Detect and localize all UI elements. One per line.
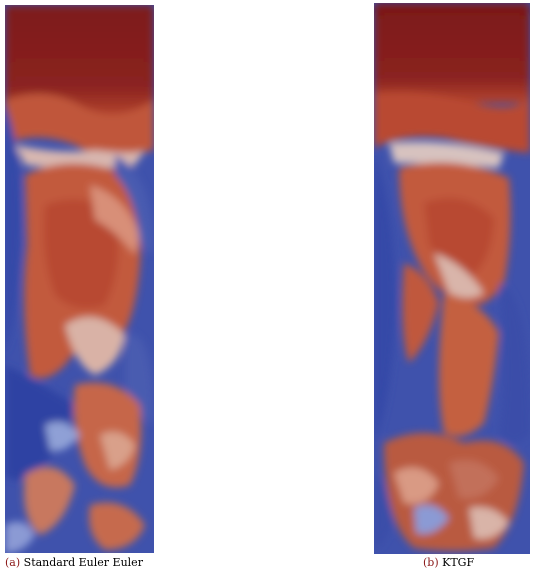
caption-text-b: KTGF <box>442 556 474 569</box>
simulation-panel-standard-euler-euler <box>5 5 154 553</box>
caption-b: (b) KTGF <box>423 556 474 569</box>
volume-fraction-field-a <box>5 5 154 553</box>
volume-fraction-field-b <box>374 3 530 554</box>
caption-text-a: Standard Euler Euler <box>24 556 143 569</box>
caption-a: (a) Standard Euler Euler <box>5 556 143 569</box>
caption-label-a: (a) <box>5 556 20 569</box>
caption-label-b: (b) <box>423 556 439 569</box>
simulation-panel-ktgf <box>374 3 530 554</box>
